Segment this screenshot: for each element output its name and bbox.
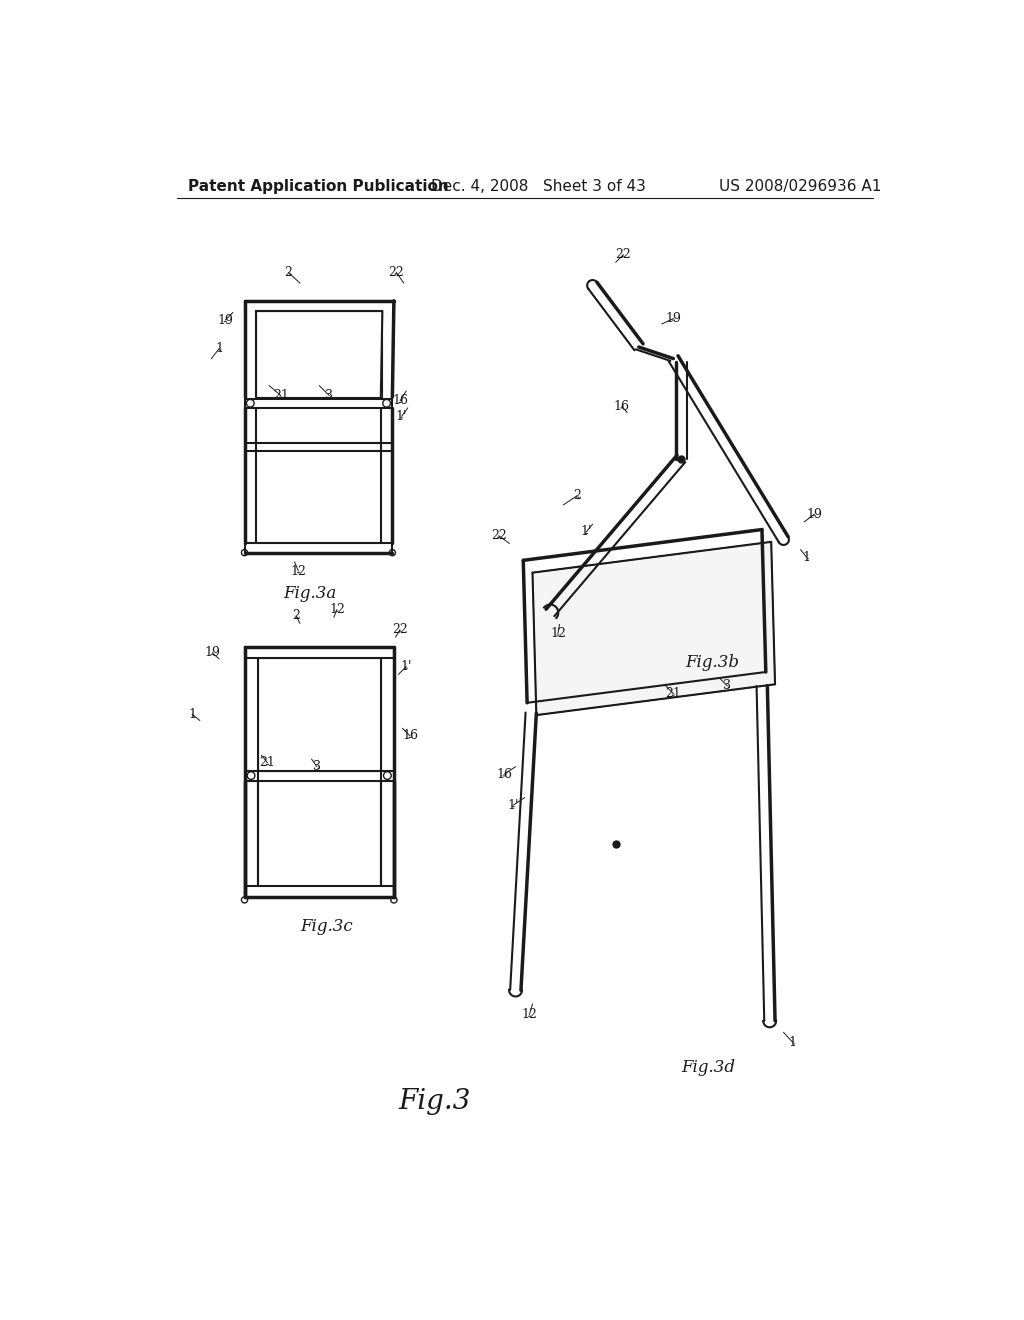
Text: 3: 3 [723, 680, 731, 693]
Text: 1': 1' [581, 525, 592, 539]
Text: 2: 2 [573, 490, 581, 502]
Text: 22: 22 [615, 248, 631, 261]
Text: US 2008/0296936 A1: US 2008/0296936 A1 [719, 180, 882, 194]
Text: 2: 2 [285, 265, 292, 279]
Text: Fig.3b: Fig.3b [685, 655, 739, 672]
Text: Fig.3c: Fig.3c [301, 919, 353, 936]
Text: 22: 22 [490, 529, 507, 543]
Text: 21: 21 [260, 756, 275, 770]
Text: 21: 21 [272, 389, 289, 403]
Text: 12: 12 [550, 627, 566, 640]
Text: 1': 1' [400, 660, 412, 673]
Bar [258, 659, 381, 771]
Text: 12: 12 [329, 603, 345, 616]
Text: 19: 19 [666, 312, 681, 325]
Text: 2: 2 [292, 610, 300, 622]
Text: 16: 16 [496, 768, 512, 781]
Text: 3: 3 [313, 760, 321, 774]
Text: 21: 21 [666, 686, 681, 700]
Text: 3: 3 [326, 389, 333, 403]
Text: 16: 16 [613, 400, 630, 413]
Text: 22: 22 [392, 623, 408, 636]
Text: 1: 1 [188, 708, 197, 721]
Text: 12: 12 [291, 565, 306, 578]
Text: 22: 22 [388, 265, 404, 279]
Text: 19: 19 [217, 314, 233, 326]
Text: Fig.3a: Fig.3a [284, 585, 337, 602]
Text: 1': 1' [508, 799, 519, 812]
Text: Fig.3d: Fig.3d [681, 1059, 735, 1076]
Polygon shape [532, 543, 775, 715]
Text: 12: 12 [521, 1008, 538, 1022]
Text: 16: 16 [402, 730, 418, 742]
Text: Fig.3: Fig.3 [398, 1088, 471, 1115]
Text: Dec. 4, 2008   Sheet 3 of 43: Dec. 4, 2008 Sheet 3 of 43 [431, 180, 646, 194]
Text: 1: 1 [215, 342, 223, 355]
Text: 1: 1 [803, 550, 811, 564]
Text: 16: 16 [392, 395, 408, 408]
Text: 19: 19 [806, 508, 822, 520]
Text: 19: 19 [204, 647, 220, 659]
Text: Patent Application Publication: Patent Application Publication [188, 180, 450, 194]
Text: 1: 1 [788, 1036, 797, 1049]
Text: 1': 1' [396, 409, 408, 422]
Bar [256, 312, 382, 397]
